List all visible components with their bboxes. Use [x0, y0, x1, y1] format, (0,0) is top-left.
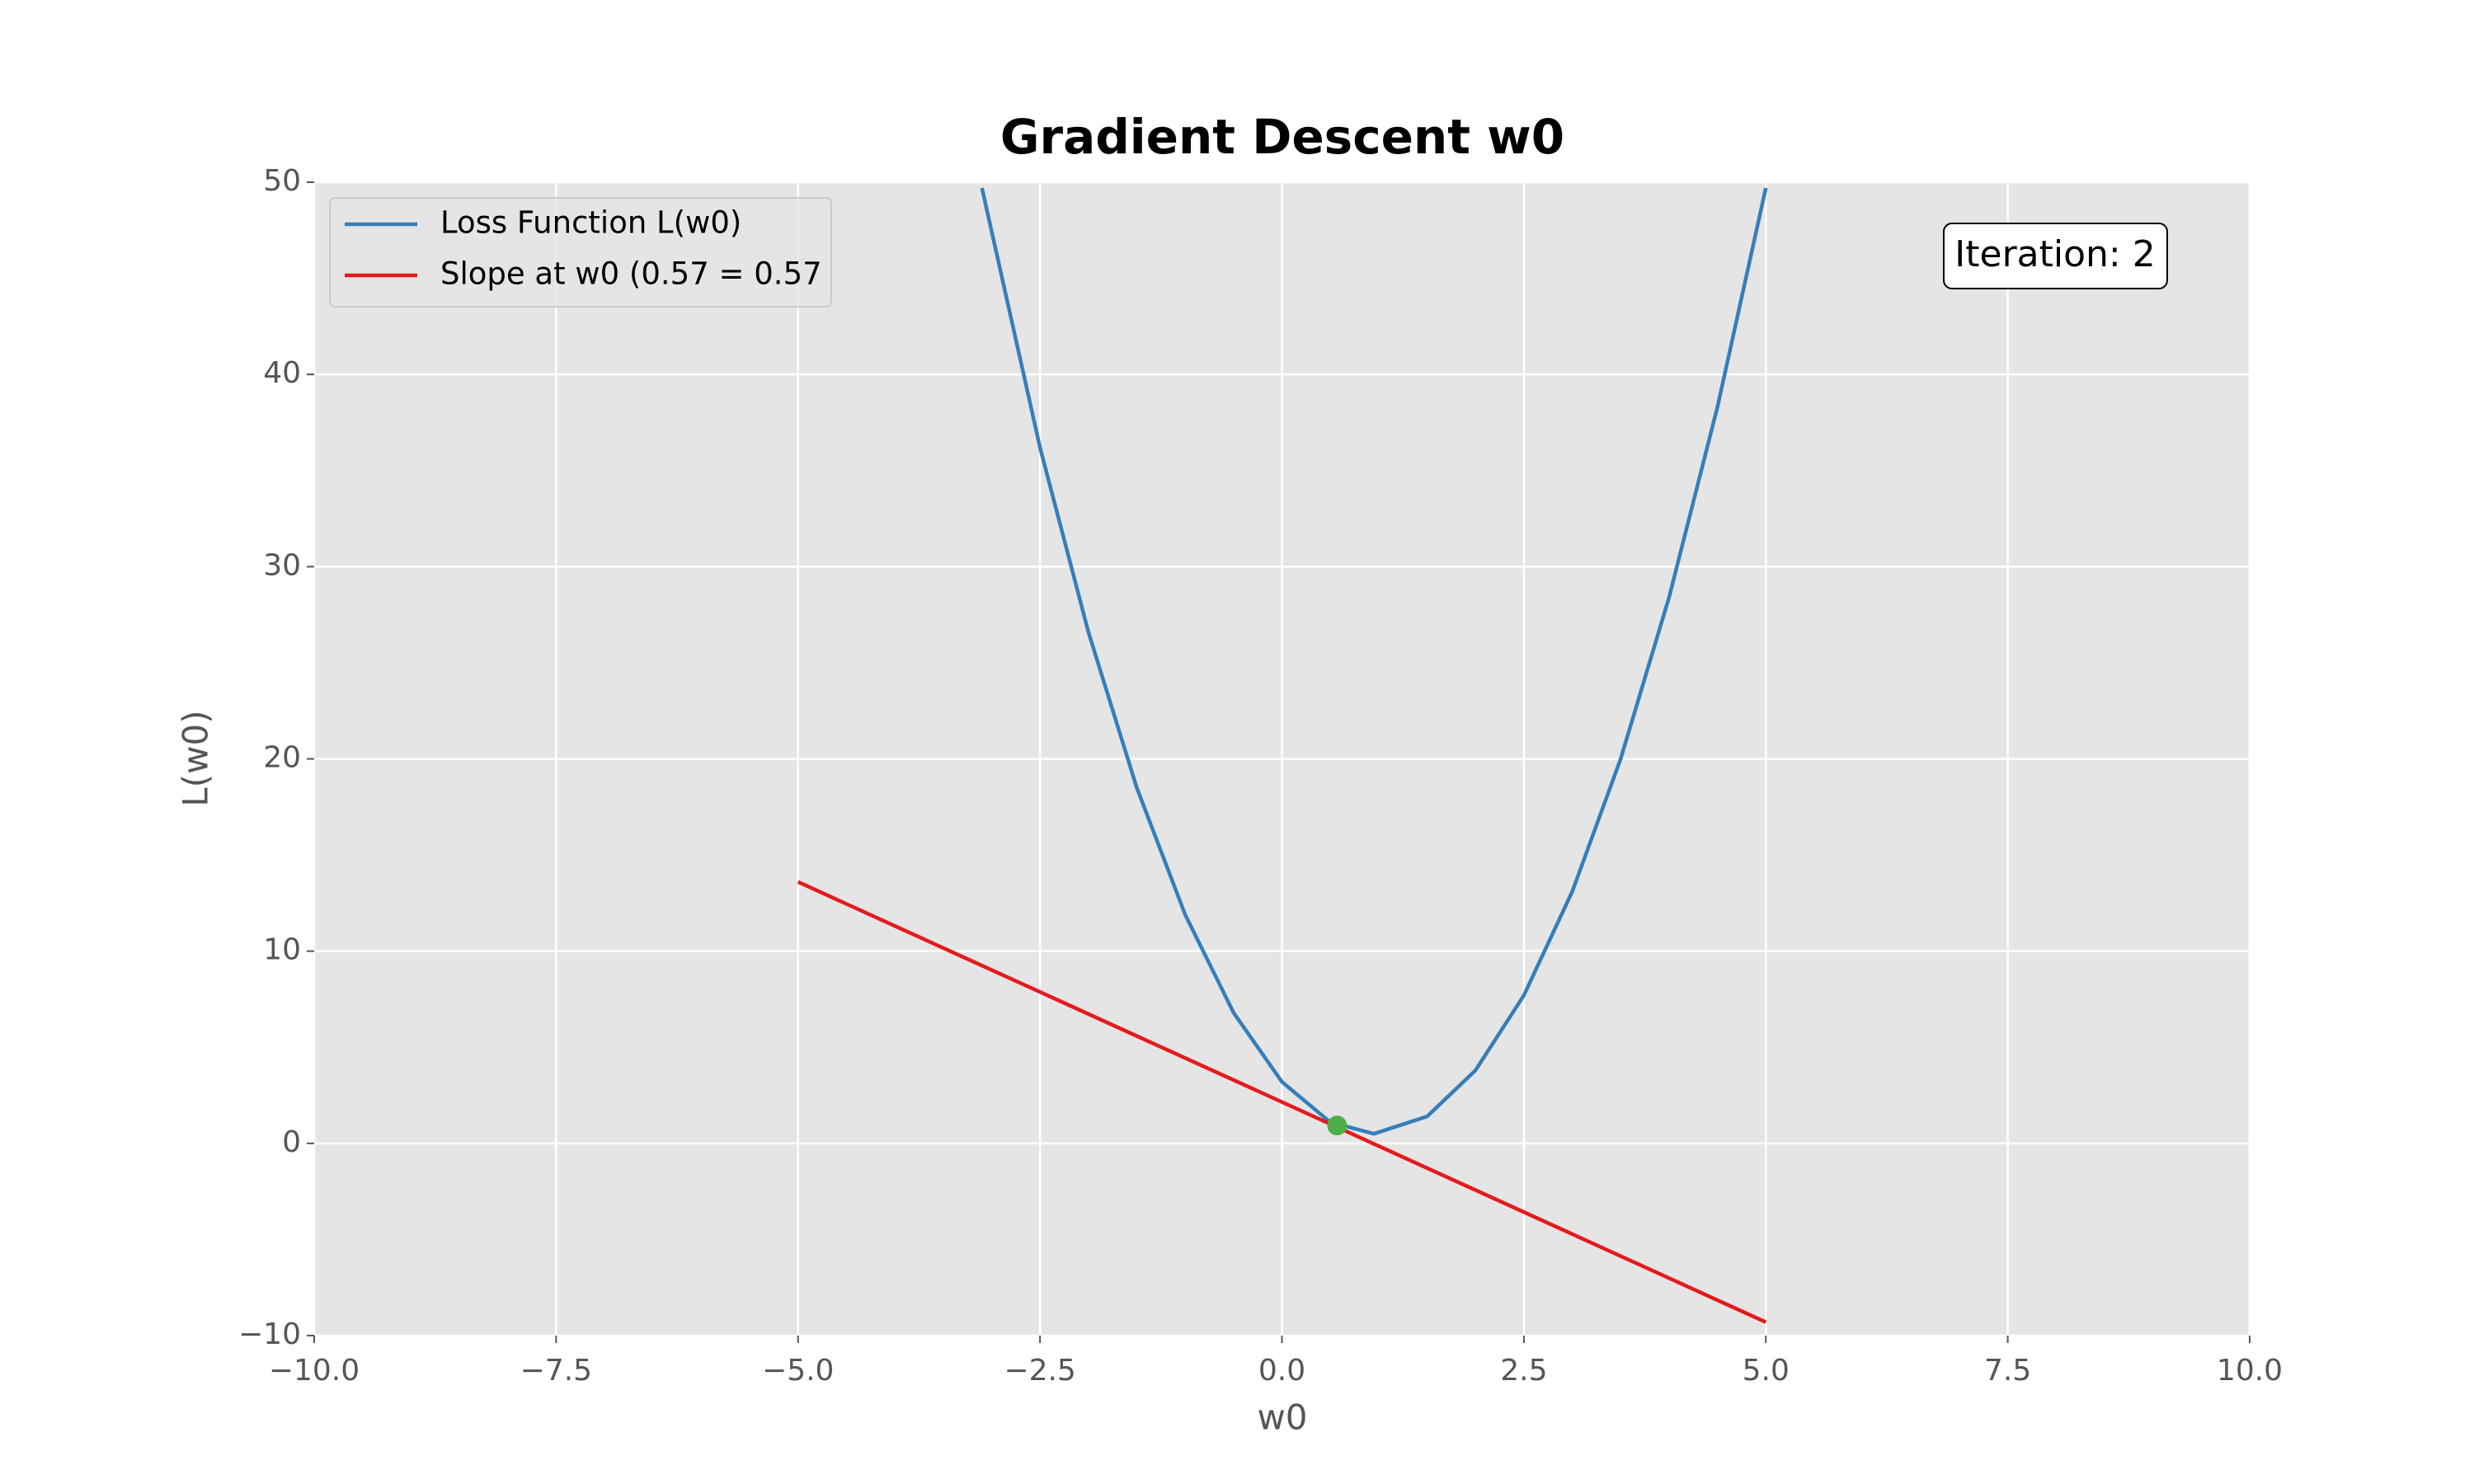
y-tick-label: 10	[263, 933, 301, 967]
x-tick-label: −7.5	[520, 1354, 592, 1388]
x-tick-label: 0.0	[1258, 1354, 1305, 1388]
y-tick-label: −10	[238, 1317, 301, 1351]
legend-label: Loss Function L(w0)	[440, 205, 741, 241]
y-tick-label: 0	[282, 1125, 301, 1159]
y-tick-label: 50	[263, 164, 301, 198]
y-tick-label: 20	[263, 741, 301, 775]
x-axis-label: w0	[1257, 1397, 1307, 1438]
point	[1327, 1115, 1348, 1136]
chart-title: Gradient Descent w0	[1000, 109, 1564, 165]
x-tick-label: −2.5	[1004, 1354, 1075, 1388]
y-axis-label: L(w0)	[176, 710, 216, 806]
x-tick-label: 2.5	[1500, 1354, 1547, 1388]
line	[797, 880, 1767, 1324]
y-tick-label: 40	[263, 356, 301, 390]
x-tick-label: −10.0	[269, 1354, 360, 1388]
legend	[329, 197, 832, 308]
x-tick-label: 7.5	[1984, 1354, 2031, 1388]
y-tick-label: 30	[263, 548, 301, 582]
line	[980, 187, 1768, 1136]
annotation-box	[1943, 223, 2168, 289]
x-tick-label: 5.0	[1743, 1354, 1790, 1388]
x-tick-label: 10.0	[2217, 1354, 2283, 1388]
annotation: Iteration: 2	[1954, 233, 2155, 275]
x-tick-label: −5.0	[762, 1354, 834, 1388]
legend-label: Slope at w0 (0.57 = 0.57	[440, 256, 822, 292]
